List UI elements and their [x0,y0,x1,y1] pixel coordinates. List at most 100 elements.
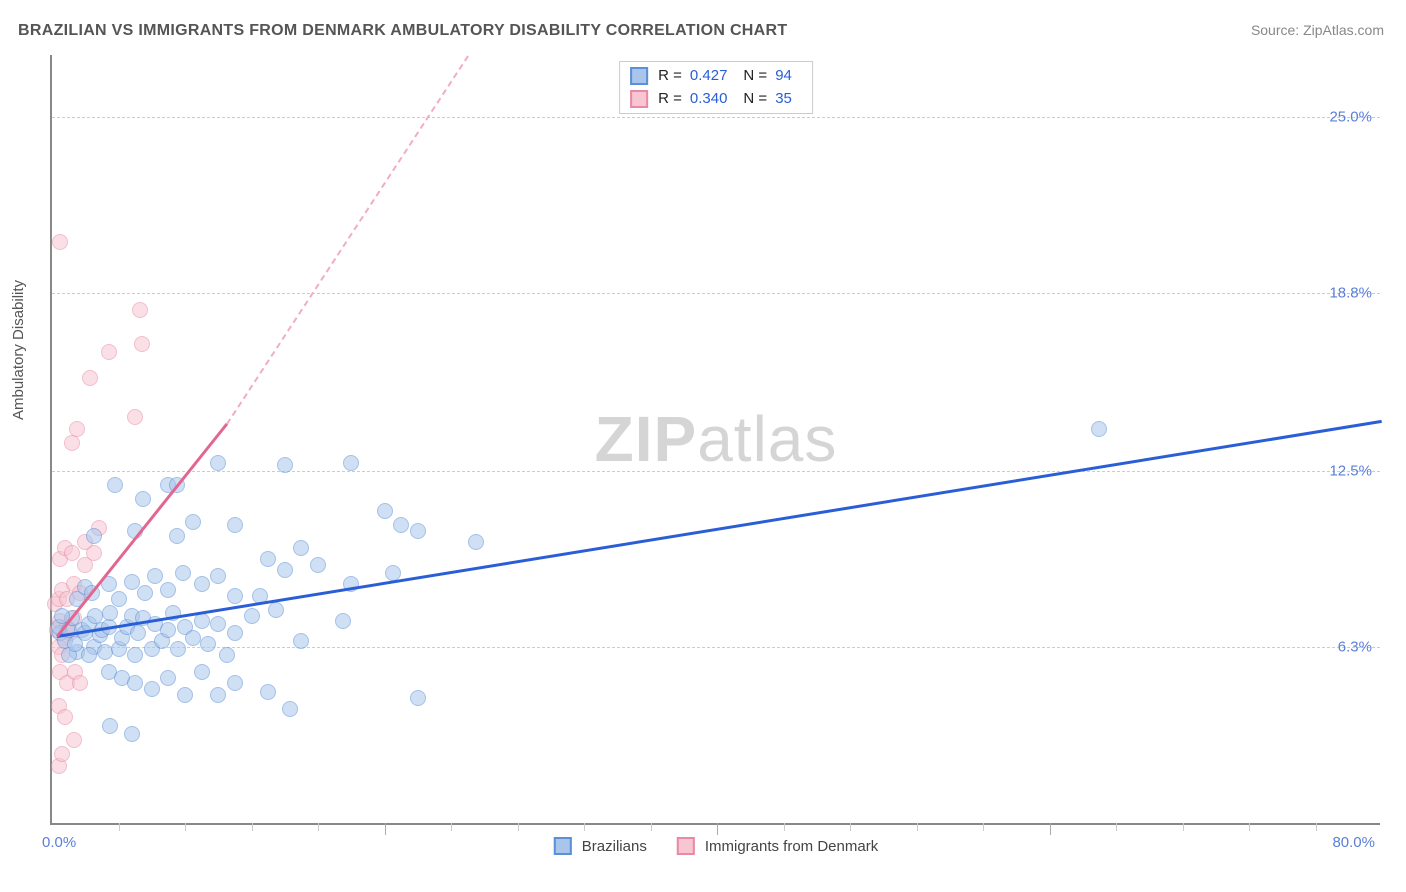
x-tick-minor [651,823,652,831]
data-point [132,302,148,318]
data-point [277,562,293,578]
swatch-icon [630,90,648,108]
x-axis-min: 0.0% [42,834,76,851]
swatch-icon [630,67,648,85]
data-point [293,633,309,649]
x-tick-minor [1249,823,1250,831]
data-point [343,455,359,471]
data-point [102,605,118,621]
data-point [260,684,276,700]
data-point [227,588,243,604]
data-point [107,477,123,493]
source-label: Source: ZipAtlas.com [1251,22,1384,38]
data-point [57,709,73,725]
data-point [175,565,191,581]
correlation-legend: R =0.427 N =94 R =0.340 N =35 [619,61,813,114]
data-point [210,568,226,584]
gridline [52,117,1380,118]
data-point [160,622,176,638]
data-point [210,455,226,471]
data-point [160,670,176,686]
data-point [282,701,298,717]
chart-container: BRAZILIAN VS IMMIGRANTS FROM DENMARK AMB… [0,0,1406,892]
data-point [177,687,193,703]
legend-row-brazilians: R =0.427 N =94 [630,65,802,88]
swatch-icon [677,837,695,855]
x-tick-minor [584,823,585,831]
data-point [227,625,243,641]
data-point [393,517,409,533]
data-point [227,675,243,691]
data-point [227,517,243,533]
data-point [185,514,201,530]
data-point [277,457,293,473]
data-point [210,687,226,703]
data-point [210,616,226,632]
data-point [52,234,68,250]
x-tick-minor [1183,823,1184,831]
x-tick-minor [451,823,452,831]
data-point [468,534,484,550]
data-point [185,630,201,646]
watermark: ZIPatlas [595,402,838,476]
data-point [268,602,284,618]
data-point [310,557,326,573]
trend-line [226,55,469,424]
swatch-icon [554,837,572,855]
data-point [144,681,160,697]
x-tick-major [1050,823,1051,835]
data-point [101,344,117,360]
trend-line [56,423,228,637]
data-point [127,409,143,425]
gridline [52,647,1380,648]
x-tick-major [385,823,386,835]
y-axis-label: Ambulatory Disability [10,280,27,420]
data-point [219,647,235,663]
x-tick-minor [318,823,319,831]
data-point [410,523,426,539]
data-point [335,613,351,629]
data-point [64,545,80,561]
legend-row-denmark: R =0.340 N =35 [630,88,802,111]
data-point [69,421,85,437]
data-point [137,585,153,601]
data-point [82,370,98,386]
data-point [160,582,176,598]
y-tick-label: 25.0% [1329,109,1372,126]
data-point [147,568,163,584]
y-tick-label: 6.3% [1338,638,1372,655]
scatter-plot: ZIPatlas R =0.427 N =94 R =0.340 N =35 0… [50,55,1380,825]
series-legend: Brazilians Immigrants from Denmark [554,837,878,855]
gridline [52,293,1380,294]
gridline [52,471,1380,472]
data-point [260,551,276,567]
chart-title: BRAZILIAN VS IMMIGRANTS FROM DENMARK AMB… [18,22,787,40]
data-point [130,625,146,641]
data-point [194,664,210,680]
x-tick-minor [917,823,918,831]
x-tick-minor [850,823,851,831]
legend-item-brazilians: Brazilians [554,837,647,855]
trend-line [57,420,1382,638]
data-point [244,608,260,624]
data-point [194,576,210,592]
x-tick-major [717,823,718,835]
data-point [64,435,80,451]
data-point [169,528,185,544]
legend-item-denmark: Immigrants from Denmark [677,837,878,855]
x-tick-minor [119,823,120,831]
x-tick-minor [185,823,186,831]
data-point [127,647,143,663]
data-point [170,641,186,657]
data-point [134,336,150,352]
x-tick-minor [1116,823,1117,831]
data-point [54,746,70,762]
x-axis-max: 80.0% [1332,834,1375,851]
data-point [124,574,140,590]
data-point [377,503,393,519]
data-point [72,675,88,691]
x-tick-minor [784,823,785,831]
data-point [81,647,97,663]
y-tick-label: 12.5% [1329,463,1372,480]
x-tick-minor [518,823,519,831]
